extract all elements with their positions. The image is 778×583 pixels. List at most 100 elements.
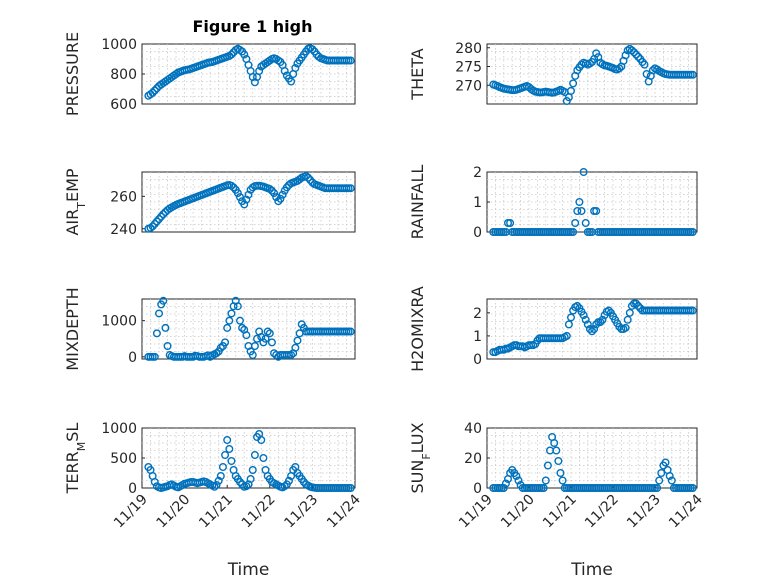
y-axis-label: MIXDEPTH bbox=[63, 287, 82, 370]
data-point bbox=[242, 331, 251, 340]
data-point bbox=[632, 299, 641, 308]
data-point bbox=[657, 469, 666, 478]
data-point bbox=[150, 352, 159, 361]
data-point bbox=[221, 451, 230, 460]
x-tick-label: 11/23 bbox=[281, 492, 321, 532]
data-point bbox=[598, 315, 607, 324]
data-point bbox=[688, 70, 697, 79]
axes-air_temp: 240 260 AIRTEMP bbox=[63, 168, 356, 238]
data-point bbox=[604, 306, 613, 315]
series-pressure bbox=[144, 44, 355, 100]
data-point bbox=[581, 218, 590, 227]
data-point bbox=[556, 469, 565, 478]
y-axis-label: H2OMIXRA bbox=[408, 286, 427, 372]
y-tick-label: 275 bbox=[455, 60, 482, 76]
grid-h2omixra bbox=[487, 299, 697, 359]
data-point bbox=[265, 185, 274, 194]
y-tick-label: 0 bbox=[473, 481, 482, 497]
data-point bbox=[238, 323, 247, 332]
data-point bbox=[543, 461, 552, 470]
data-point bbox=[280, 66, 289, 75]
data-point bbox=[250, 341, 259, 350]
axes-rainfall: 0 1 2 RAINFALL bbox=[408, 165, 698, 241]
series-air_temp bbox=[144, 172, 355, 233]
y-tick-label: 270 bbox=[455, 78, 482, 94]
y-tick-label: 1000 bbox=[101, 37, 137, 53]
data-point bbox=[233, 302, 242, 311]
data-point bbox=[227, 309, 236, 318]
data-point bbox=[257, 436, 266, 445]
data-point bbox=[642, 69, 651, 78]
data-point bbox=[501, 479, 510, 488]
data-point bbox=[302, 172, 311, 181]
data-point bbox=[346, 184, 355, 193]
data-point bbox=[218, 463, 227, 472]
data-point bbox=[155, 309, 164, 318]
x-axis-label: Time bbox=[570, 560, 613, 580]
data-point bbox=[554, 457, 563, 466]
data-point bbox=[539, 484, 548, 493]
series-h2omixra bbox=[489, 299, 697, 357]
data-point bbox=[346, 327, 355, 336]
data-point bbox=[270, 189, 279, 198]
series-mixdepth bbox=[144, 296, 355, 361]
data-point bbox=[248, 351, 257, 360]
data-point bbox=[623, 315, 632, 324]
data-point bbox=[161, 323, 170, 332]
data-point bbox=[655, 476, 664, 485]
data-point bbox=[581, 315, 590, 324]
data-point bbox=[621, 323, 630, 332]
data-point bbox=[255, 66, 264, 75]
data-point bbox=[308, 45, 317, 54]
data-point bbox=[632, 50, 641, 59]
data-point bbox=[235, 316, 244, 325]
data-point bbox=[163, 341, 172, 350]
data-point bbox=[579, 167, 588, 176]
data-point bbox=[541, 476, 550, 485]
grid-sun_flux bbox=[487, 428, 697, 488]
data-point bbox=[575, 197, 584, 206]
x-tick-label: 11/20 bbox=[154, 492, 194, 532]
x-tick-label: 11/20 bbox=[498, 492, 538, 532]
data-point bbox=[634, 301, 643, 310]
data-point bbox=[210, 482, 219, 491]
data-point bbox=[558, 476, 567, 485]
data-point bbox=[278, 190, 287, 199]
y-axis-label: TERRMSL bbox=[63, 423, 88, 495]
axes-theta: 270 275 280 THETA bbox=[408, 41, 698, 105]
data-point bbox=[688, 306, 697, 315]
y-tick-label: 40 bbox=[464, 421, 482, 437]
data-point bbox=[346, 484, 355, 493]
x-tick-label: 11/24 bbox=[324, 491, 364, 531]
data-point bbox=[688, 227, 697, 236]
data-point bbox=[223, 436, 232, 445]
data-point bbox=[261, 334, 270, 343]
data-point bbox=[223, 323, 232, 332]
data-point bbox=[248, 466, 257, 475]
data-point bbox=[590, 325, 599, 334]
data-point bbox=[244, 190, 253, 199]
y-tick-label: 20 bbox=[464, 451, 482, 467]
data-point bbox=[148, 88, 157, 97]
data-point bbox=[284, 180, 293, 189]
data-point bbox=[214, 476, 223, 485]
y-tick-label: 600 bbox=[110, 97, 137, 113]
data-point bbox=[661, 458, 670, 467]
data-point bbox=[688, 484, 697, 493]
data-point bbox=[227, 50, 236, 59]
data-point bbox=[571, 218, 580, 227]
x-tick-label: 11/21 bbox=[196, 492, 236, 532]
y-tick-label: 1000 bbox=[101, 314, 137, 330]
y-tick-label: 260 bbox=[110, 189, 137, 205]
data-point bbox=[267, 338, 276, 347]
data-point bbox=[308, 178, 317, 187]
data-point bbox=[216, 343, 225, 352]
data-point bbox=[152, 329, 161, 338]
data-point bbox=[634, 52, 643, 61]
data-point bbox=[265, 329, 274, 338]
data-point bbox=[280, 482, 289, 491]
data-point bbox=[240, 200, 249, 209]
data-point bbox=[250, 451, 259, 460]
data-point bbox=[276, 194, 285, 203]
